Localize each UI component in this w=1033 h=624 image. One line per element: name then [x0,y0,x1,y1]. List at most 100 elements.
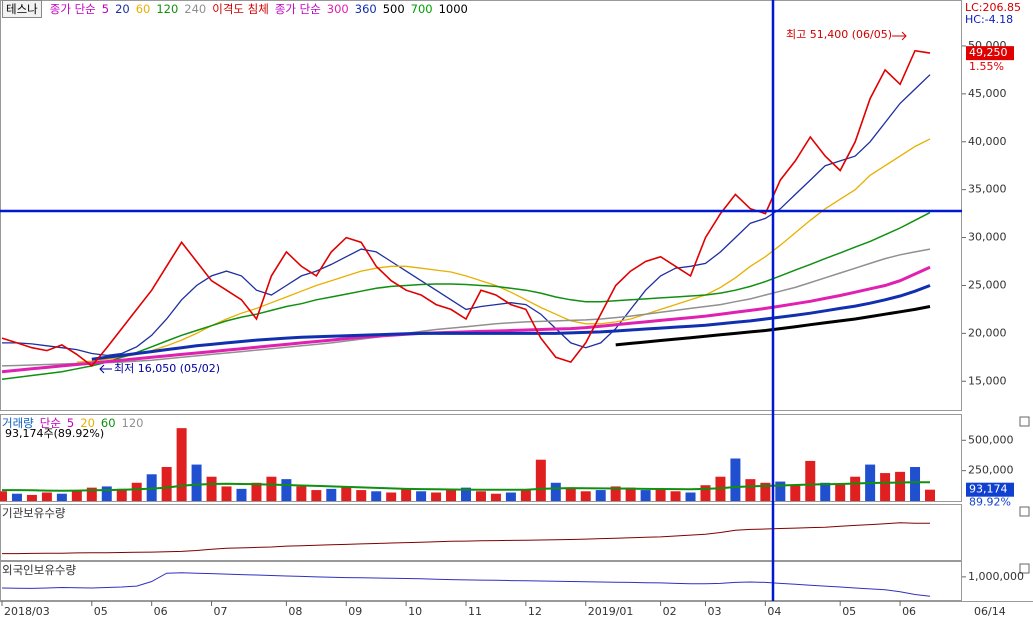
high-annotation: 최고 51,400 (06/05) [786,28,892,41]
x-tick-label: 02 [663,605,677,618]
price-legend: 테스나 종가 단순 5 20 60 120 240 이격도 침체 종가 단순 300 360 500 7… [2,0,468,18]
volume-bar [805,460,816,501]
volume-bar [41,492,52,501]
panel-close[interactable] [1019,563,1030,574]
x-tick-label: 06 [154,605,168,618]
volume-bar [760,482,771,501]
x-tick-label: 2019/01 [588,605,634,618]
foreign-legend: 외국인보유수량 [2,562,76,578]
volume-bar [461,487,471,501]
legend-text: 외국인보유수량 [2,563,77,577]
low-arrow [99,364,112,374]
volume-bar [655,488,666,501]
y-tick-label: 40,000 [968,135,1007,148]
x-tick-label: 06 [902,605,916,618]
volume-bar [670,491,681,501]
volume-bar [401,488,412,501]
panel-close[interactable] [1019,416,1030,427]
x-tick-label: 09 [348,605,362,618]
volume-bar [176,428,187,501]
volume-bar [700,485,711,501]
volume-bar [790,485,801,501]
last-price-box [966,46,1014,61]
volume-bar [730,458,741,501]
volume-bar [71,490,82,501]
ratio-label: 89.92% [969,496,1011,509]
ma-line [2,74,931,357]
y-tick-label: 1,000,000 [968,570,1024,583]
volume-bar [895,471,906,501]
volume-bar [266,476,277,501]
x-tick-label: 05 [94,605,108,618]
ticker: 테스나 [2,0,42,18]
x-tick-label: 11 [468,605,482,618]
legend-item: 1000 [438,2,468,16]
panel-close[interactable] [1019,506,1030,517]
volume-bar [520,490,531,501]
holding-line [2,522,930,555]
institution-panel [0,504,962,561]
volume-bar [416,491,427,501]
foreign-panel [0,561,962,601]
last-price-label: 49,250 [969,46,1008,59]
y-tick-label: 35,000 [968,183,1007,196]
legend-item: 60 [135,2,151,16]
volume-bar [116,488,127,501]
volume-bar [610,486,621,501]
volume-bar [161,467,172,501]
volume-bar [326,488,337,501]
volume-bar [206,476,217,501]
legend-item: 120 [156,2,179,16]
legend-text: 거래량 [2,416,34,430]
volume-bar [341,486,352,501]
ma-line [2,481,931,492]
legend-item: 120 [121,416,144,430]
volume-bar [835,484,846,501]
x-last-label: 06/14 [974,605,1006,618]
legend-item: 300 [326,2,349,16]
volume-bar [11,493,22,501]
ma-line [76,138,931,363]
volume-bar [550,482,561,501]
volume-bar [311,490,322,501]
y-tick-label: 15,000 [968,374,1007,387]
volume-bar [221,486,232,501]
volume-bar [86,487,97,501]
change-label: 1.55% [969,60,1004,73]
y-tick-label: 500,000 [968,433,1014,446]
x-tick-label: 08 [288,605,302,618]
volume-bar [281,479,292,501]
y-tick-label: 250,000 [968,464,1014,477]
legend-text: 기관보유수량 [2,506,66,520]
volume-bar [850,476,861,501]
legend-item: 700 [410,2,433,16]
low-annotation: 최저 16,050 (05/02) [114,362,220,375]
hc-label: HC:-4.18 [965,13,1013,26]
holding-line [1,572,931,597]
x-tick-label: 2018/03 [4,605,50,618]
x-tick-label: 03 [707,605,721,618]
volume-bar [490,493,501,501]
y-tick-label: 45,000 [968,87,1007,100]
volume-bar [26,494,37,501]
legend-text: 종가 단순 [274,2,321,16]
volume-bar [745,479,756,501]
volume-bar [685,492,696,501]
volume-bar [386,492,397,501]
volume-bar [775,481,786,501]
legend-text: 종가 단순 [49,2,96,16]
y-tick-label: 30,000 [968,231,1007,244]
volume-bar [431,492,442,501]
ma-line [91,284,931,361]
volume-bar [910,467,921,501]
legend-item: 20 [80,416,95,430]
legend-item: 20 [115,2,130,16]
volume-bar [0,491,7,501]
volume-bar [595,490,606,501]
x-tick-label: 07 [214,605,228,618]
last-volume-box [966,482,1014,497]
legend-item: 5 [66,416,75,430]
legend-text: 단순 [39,416,61,430]
